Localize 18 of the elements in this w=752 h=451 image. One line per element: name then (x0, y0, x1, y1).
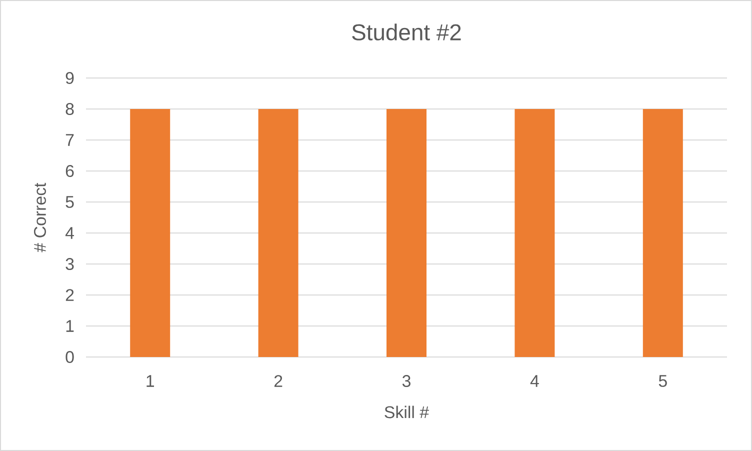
y-tick-label: 2 (66, 289, 74, 301)
y-tick-label: 1 (66, 320, 74, 332)
y-tick-label: 3 (66, 258, 74, 270)
chart-title: Student #2 (352, 24, 461, 40)
y-tick-label: 4 (65, 227, 74, 239)
x-tick-label: 2 (274, 375, 282, 387)
y-tick-label: 5 (66, 196, 74, 208)
y-tick-label: 7 (66, 134, 74, 146)
x-tick-label: 5 (658, 375, 667, 387)
x-tick-label: 3 (402, 375, 410, 387)
y-axis-title: # Correct (34, 182, 46, 252)
y-tick-label: 8 (66, 103, 74, 115)
y-tick-label: 9 (66, 72, 74, 84)
y-tick-label: 6 (66, 165, 74, 177)
x-axis-title: Skill # (384, 406, 429, 418)
y-tick-label: 0 (66, 351, 74, 363)
x-tick-label: 4 (530, 375, 539, 387)
x-tick-label: 1 (146, 375, 154, 387)
